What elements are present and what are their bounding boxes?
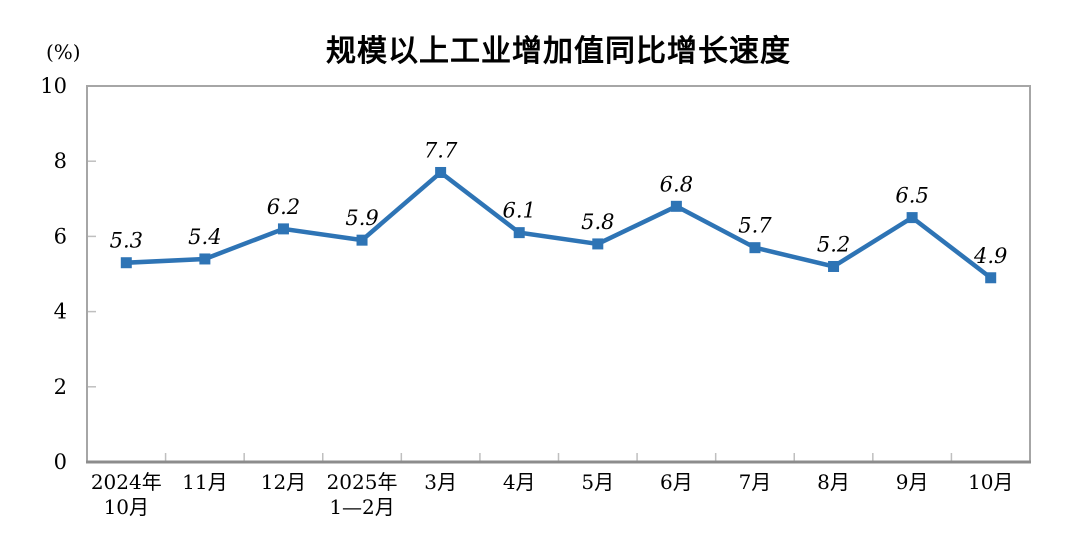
data-point-marker xyxy=(828,260,840,272)
x-axis-tick-label: 7月 xyxy=(739,470,772,494)
data-point-label: 6.2 xyxy=(267,195,300,219)
chart-title: 规模以上工业增加值同比增长速度 xyxy=(326,34,791,69)
data-point-marker xyxy=(670,200,682,212)
data-point-marker xyxy=(199,253,211,265)
y-axis-unit-label: (%) xyxy=(46,40,81,64)
x-axis-tick-label: 10月 xyxy=(104,495,149,519)
x-axis-tick-label: 1—2月 xyxy=(329,495,394,519)
y-axis-tick-label: 8 xyxy=(54,149,67,173)
x-axis-tick-label: 5月 xyxy=(581,470,614,494)
x-axis-tick-label: 11月 xyxy=(182,470,227,494)
data-point-label: 6.8 xyxy=(660,172,693,196)
data-point-label: 5.9 xyxy=(345,206,378,230)
data-point-label: 5.3 xyxy=(110,229,143,253)
data-point-label: 5.7 xyxy=(738,214,772,238)
x-axis-tick-label: 2024年 xyxy=(91,470,162,494)
data-point-marker xyxy=(120,257,132,269)
data-point-label: 4.9 xyxy=(973,244,1007,268)
data-point-label: 6.1 xyxy=(503,199,536,223)
data-point-label: 6.5 xyxy=(895,184,928,208)
x-axis-tick-label: 10月 xyxy=(968,470,1013,494)
data-point-label: 5.8 xyxy=(581,210,614,234)
data-point-marker xyxy=(906,212,918,224)
y-axis-tick-label: 10 xyxy=(40,74,67,98)
data-point-marker xyxy=(749,242,761,254)
data-point-marker xyxy=(985,272,997,284)
y-axis-tick-label: 0 xyxy=(54,450,67,474)
series-line xyxy=(124,169,993,281)
data-point-label: 5.4 xyxy=(188,225,221,249)
x-axis-tick-label: 4月 xyxy=(503,470,536,494)
data-point-marker xyxy=(277,223,289,235)
y-axis-tick-label: 6 xyxy=(54,224,67,248)
y-axis-tick-label: 4 xyxy=(54,300,67,324)
data-point-marker xyxy=(513,227,525,239)
data-point-marker xyxy=(435,166,447,178)
data-point-label: 7.7 xyxy=(424,138,458,162)
x-axis-tick-label: 2025年 xyxy=(327,470,398,494)
x-axis-tick-label: 9月 xyxy=(896,470,929,494)
y-axis-tick-label: 2 xyxy=(54,375,67,399)
plot-border xyxy=(86,85,1031,463)
x-axis-tick-label: 3月 xyxy=(424,470,457,494)
x-axis-tick-label: 12月 xyxy=(261,470,306,494)
data-point-marker xyxy=(592,238,604,250)
x-axis-tick-label: 6月 xyxy=(660,470,693,494)
data-point-marker xyxy=(356,234,368,246)
x-axis-tick-label: 8月 xyxy=(817,470,850,494)
data-point-label: 5.2 xyxy=(817,232,850,256)
